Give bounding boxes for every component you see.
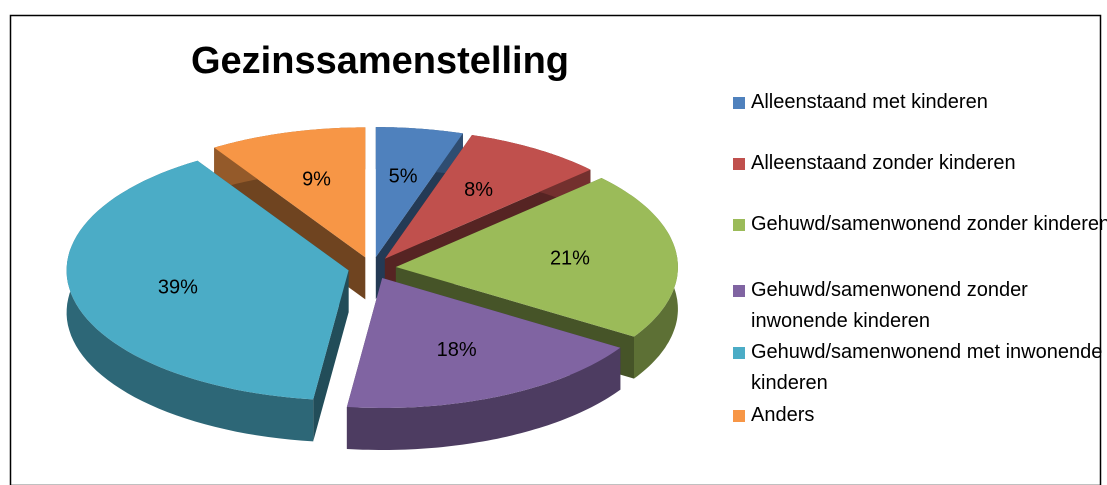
slice [375, 127, 463, 258]
slice [395, 178, 678, 337]
data-label: 21% [550, 248, 590, 270]
data-label: 9% [302, 168, 331, 190]
legend-item: Alleenstaand zonder kinderen [733, 148, 1107, 179]
legend-item: Anders [733, 400, 1107, 431]
legend-item: Gehuwd/samenwonend zonder inwonende kind… [733, 275, 1107, 337]
frame [9, 14, 1102, 485]
legend-swatch [733, 347, 745, 359]
slice-side [313, 270, 349, 442]
legend-swatch [733, 219, 745, 231]
slice [384, 135, 591, 259]
legend-swatch [733, 410, 745, 422]
legend-item: Alleenstaand met kinderen [733, 87, 1107, 118]
slice-wall [346, 347, 621, 450]
legend-label: Alleenstaand met kinderen [751, 91, 988, 113]
slice [346, 278, 621, 408]
data-label: 39% [158, 276, 198, 298]
legend-label: Gehuwd/samenwonend zonder kinderen [751, 213, 1107, 235]
legend-item: Gehuwd/samenwonend met inwonende kindere… [733, 337, 1107, 399]
legend-label: Anders [751, 404, 815, 426]
data-label: 8% [464, 179, 493, 201]
data-label: 5% [389, 166, 418, 188]
legend-label: Gehuwd/samenwonend met inwonende kindere… [751, 341, 1103, 394]
legend-swatch [733, 285, 745, 297]
legend-label: Gehuwd/samenwonend zonder inwonende kind… [751, 279, 1028, 332]
legend-swatch [733, 158, 745, 170]
legend-label: Alleenstaand zonder kinderen [751, 152, 1016, 174]
slice [66, 160, 349, 400]
data-label: 18% [437, 339, 477, 361]
legend-swatch [733, 97, 745, 109]
chart-title: Gezinssamenstelling [190, 40, 569, 82]
slice [214, 127, 366, 258]
legend-item: Gehuwd/samenwonend zonder kinderen [733, 209, 1107, 240]
